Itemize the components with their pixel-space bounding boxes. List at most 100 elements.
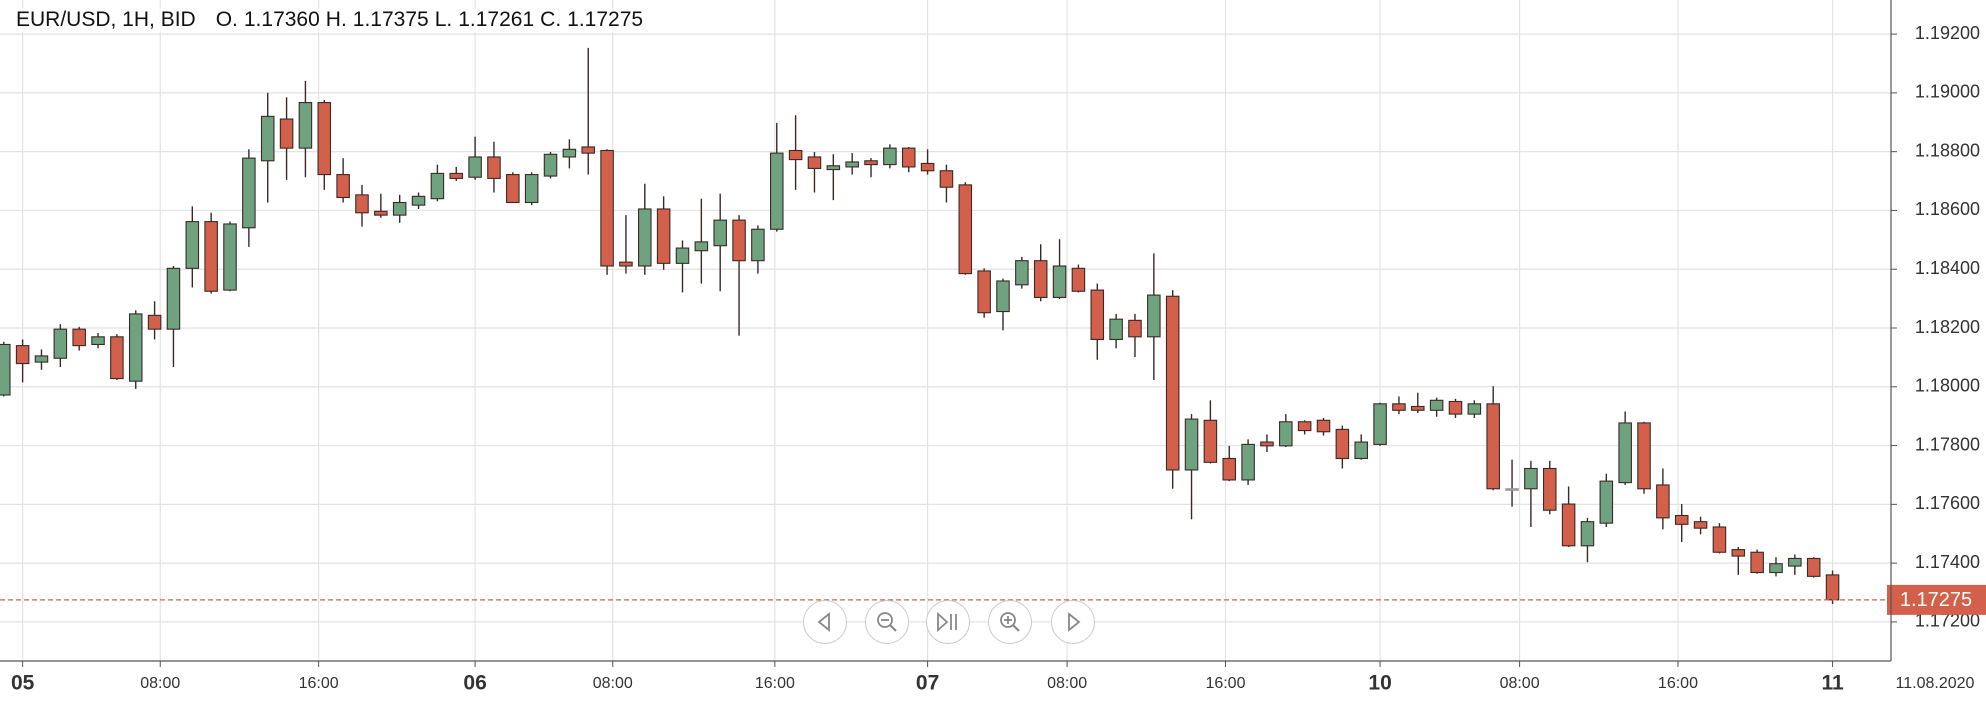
candle-body bbox=[977, 270, 991, 314]
x-tick-label: 07 bbox=[916, 672, 939, 695]
candle-body bbox=[807, 156, 822, 169]
candle-body bbox=[619, 261, 633, 267]
candle-body bbox=[1599, 480, 1614, 524]
candle-body bbox=[845, 161, 859, 168]
y-tick-label: 1.19000 bbox=[1915, 82, 1980, 102]
icon bbox=[1068, 612, 1081, 632]
x-tick-label: 10 bbox=[1368, 672, 1391, 695]
candle-body bbox=[1373, 403, 1387, 445]
x-tick-label: 05 bbox=[11, 672, 35, 695]
candle-body bbox=[1015, 260, 1029, 286]
icon bbox=[877, 612, 897, 632]
ohlc-value: 1.17360 bbox=[243, 8, 320, 31]
candle-body bbox=[1052, 265, 1067, 298]
candle-body bbox=[788, 149, 803, 161]
y-tick-label: 1.18000 bbox=[1915, 376, 1980, 396]
candle-body bbox=[506, 174, 520, 204]
candle-body bbox=[279, 118, 294, 149]
candle-body bbox=[1147, 294, 1161, 338]
candle-body bbox=[110, 336, 124, 380]
candle-body bbox=[128, 313, 143, 382]
candle-body bbox=[185, 221, 200, 269]
candle-body bbox=[411, 195, 426, 206]
candle-body bbox=[732, 219, 746, 262]
candle-body bbox=[34, 355, 49, 363]
reset-button[interactable] bbox=[926, 600, 970, 644]
x-tick-label: 16:00 bbox=[299, 675, 339, 692]
y-tick-label: 1.17400 bbox=[1915, 552, 1980, 572]
candle-body bbox=[1128, 319, 1142, 338]
legend-header: EUR/USD, 1H, BID O. 1.17360 H. 1.17375 L. 1.17… bbox=[16, 8, 650, 32]
overlay: 1.17275 bbox=[0, 584, 1986, 615]
candle-body bbox=[1203, 419, 1218, 463]
candle-body bbox=[1731, 549, 1746, 557]
candle-body bbox=[1580, 521, 1595, 547]
x-tick-label: 16:00 bbox=[755, 675, 795, 692]
candle-body bbox=[1769, 563, 1783, 574]
ohlc-prefix: L. bbox=[434, 8, 453, 31]
icon bbox=[817, 612, 830, 632]
candle-body bbox=[1637, 422, 1651, 490]
candle-body bbox=[524, 174, 539, 204]
candle-body bbox=[1429, 399, 1444, 411]
y-tick-label: 1.17600 bbox=[1915, 493, 1980, 513]
candle-body bbox=[600, 149, 614, 267]
candle-body bbox=[53, 328, 68, 359]
x-tick-label: 08:00 bbox=[593, 675, 633, 692]
last-price-tag bbox=[1887, 584, 1986, 615]
candle-body bbox=[392, 201, 407, 216]
candle-body bbox=[543, 153, 558, 177]
candle-body bbox=[430, 172, 445, 200]
candle-body bbox=[826, 165, 841, 171]
candle-body bbox=[1354, 441, 1368, 460]
y-tick-label: 1.18200 bbox=[1915, 317, 1980, 337]
candle-body bbox=[223, 223, 237, 291]
candle-body bbox=[694, 241, 709, 252]
candle-body bbox=[901, 147, 916, 168]
icon bbox=[937, 611, 957, 633]
candle-body bbox=[1411, 405, 1425, 411]
candle-body bbox=[204, 221, 218, 292]
x-tick-label: 11 bbox=[1821, 672, 1844, 695]
candle-body bbox=[1316, 419, 1331, 433]
scroll-left-button[interactable] bbox=[803, 600, 847, 644]
candle-body bbox=[864, 160, 878, 166]
candle-body bbox=[1542, 467, 1557, 511]
candle-body bbox=[996, 280, 1010, 313]
candle-body bbox=[487, 156, 501, 179]
symbol: EUR/USD, 1H, BID bbox=[16, 8, 196, 31]
candle-body bbox=[883, 147, 897, 166]
candle-body bbox=[1090, 289, 1105, 341]
icon bbox=[1000, 612, 1020, 632]
candle-body bbox=[317, 102, 332, 176]
candle-body bbox=[1165, 295, 1180, 471]
candle-body bbox=[939, 170, 954, 188]
candle-body bbox=[1674, 514, 1689, 525]
candle-body bbox=[751, 228, 765, 262]
candle-body bbox=[1524, 467, 1538, 490]
y-tick-label: 1.17200 bbox=[1915, 611, 1980, 631]
candle-body bbox=[91, 336, 105, 346]
candle-body bbox=[355, 194, 369, 214]
candle-body bbox=[166, 267, 181, 330]
candle-body bbox=[1184, 418, 1199, 471]
date-label: 11.08.2020 bbox=[1896, 675, 1975, 692]
candle-body bbox=[468, 156, 482, 178]
candle-body bbox=[1392, 403, 1406, 411]
zoom-out-button[interactable] bbox=[865, 600, 909, 644]
candle-body bbox=[1806, 557, 1821, 577]
candle-body bbox=[1505, 488, 1519, 491]
candle-body bbox=[562, 148, 577, 158]
scroll-right-button[interactable] bbox=[1051, 600, 1095, 644]
candle-body bbox=[1788, 557, 1802, 567]
zoom-in-button[interactable] bbox=[988, 600, 1032, 644]
candle-body bbox=[72, 328, 86, 347]
candle-body bbox=[1561, 503, 1576, 547]
candle-body bbox=[1618, 422, 1632, 484]
y-tick-label: 1.18400 bbox=[1915, 258, 1980, 278]
candle-body bbox=[920, 162, 935, 172]
x-tick-label: 16:00 bbox=[1658, 675, 1698, 692]
candle-body bbox=[1033, 260, 1048, 298]
